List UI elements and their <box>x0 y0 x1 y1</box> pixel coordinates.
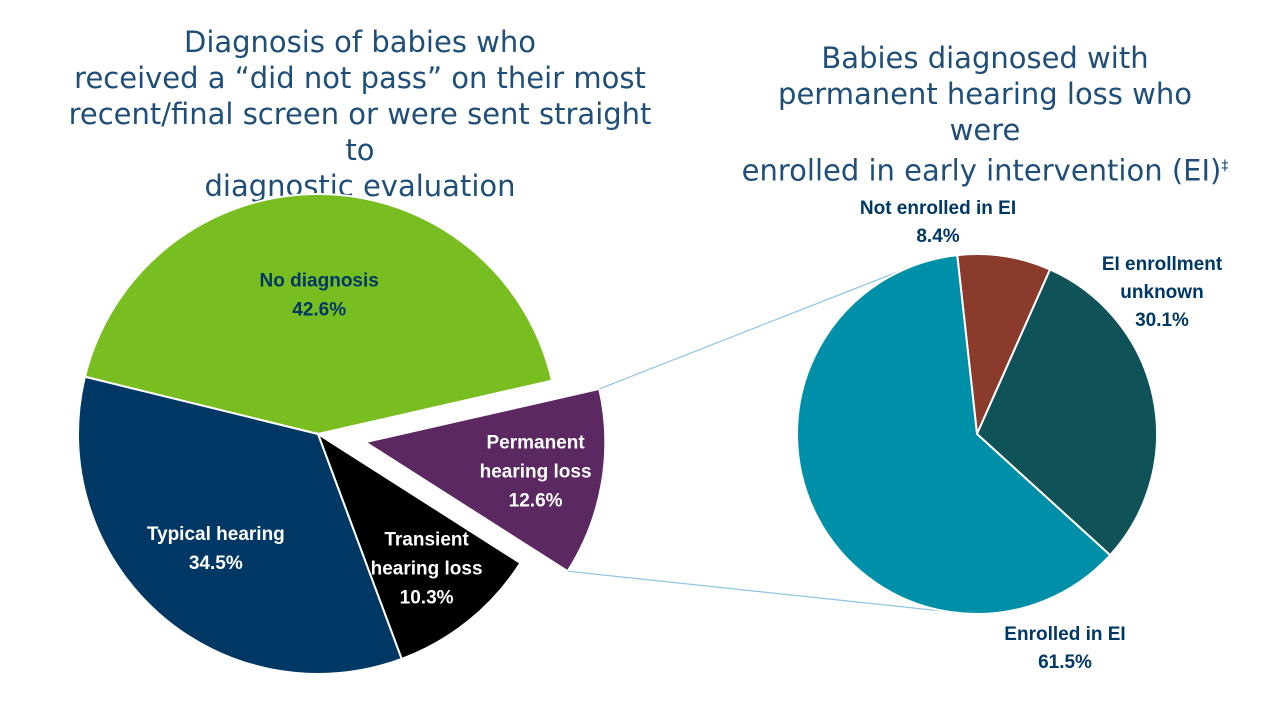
right-slice-not-enrolled-in-ei <box>956 253 1052 438</box>
left-title-line-3: recent/final screen or were sent straigh… <box>68 97 652 167</box>
left-label-no-diagnosis: No diagnosis 42.6% <box>260 270 379 320</box>
right-pct-ei-enrollment-unknown: 30.1% <box>1135 310 1189 331</box>
left-pct-transient-hearing-loss: 10.3% <box>400 587 454 608</box>
right-slice-ei-enrollment-unknown <box>975 268 1158 557</box>
right-label-ei-enrollment-unknown: EI enrollment unknown 30.1% <box>1102 254 1223 331</box>
left-title-line-1: Diagnosis of babies who <box>183 25 536 59</box>
right-title-line-3: enrolled in early intervention (EI)‡ <box>740 148 1230 189</box>
left-slice-permanent-hearing-loss <box>362 387 607 573</box>
left-label-typical-hearing: Typical hearing 34.5% <box>147 524 285 574</box>
right-pct-enrolled-in-ei: 61.5% <box>1038 652 1092 673</box>
right-label-line: Not enrolled in EI <box>860 198 1016 219</box>
connector-line-top <box>599 269 904 390</box>
left-label-line: Transient <box>384 529 469 550</box>
left-title-line-2: received a “did not pass” on their most <box>74 61 646 95</box>
right-label-line: Enrolled in EI <box>1004 624 1125 645</box>
right-pct-not-enrolled-in-ei: 8.4% <box>916 226 959 247</box>
footnote-mark: ‡ <box>1221 158 1229 174</box>
right-label-enrolled-in-ei: Enrolled in EI 61.5% <box>1004 624 1125 673</box>
left-label-line: hearing loss <box>371 558 483 579</box>
left-slice-transient-hearing-loss <box>316 431 522 661</box>
right-title-line-1: Babies diagnosed with <box>821 41 1149 75</box>
left-pct-typical-hearing: 34.5% <box>189 553 243 574</box>
left-pct-no-diagnosis: 42.6% <box>292 299 346 320</box>
left-label-transient-hearing-loss: Transient hearing loss 10.3% <box>371 529 483 608</box>
left-label-line: Permanent <box>486 433 585 454</box>
left-label-line: Typical hearing <box>147 524 285 545</box>
left-label-line: hearing loss <box>480 462 592 483</box>
right-label-line: unknown <box>1120 282 1203 303</box>
right-title-line-2: permanent hearing loss who were <box>778 77 1192 147</box>
right-label-not-enrolled-in-ei: Not enrolled in EI 8.4% <box>860 198 1016 247</box>
connector-line-bottom <box>567 570 969 615</box>
right-slice-enrolled-in-ei <box>796 253 1112 615</box>
left-label-line: No diagnosis <box>260 270 379 291</box>
right-chart-title: Babies diagnosed with permanent hearing … <box>740 40 1230 189</box>
left-slice-no-diagnosis <box>83 192 554 436</box>
left-label-permanent-hearing-loss: Permanent hearing loss 12.6% <box>480 433 592 512</box>
left-pct-permanent-hearing-loss: 12.6% <box>509 491 563 512</box>
right-label-line: EI enrollment <box>1102 254 1223 275</box>
right-title-line-3-text: enrolled in early intervention (EI) <box>741 153 1222 188</box>
left-slice-typical-hearing <box>77 375 403 675</box>
